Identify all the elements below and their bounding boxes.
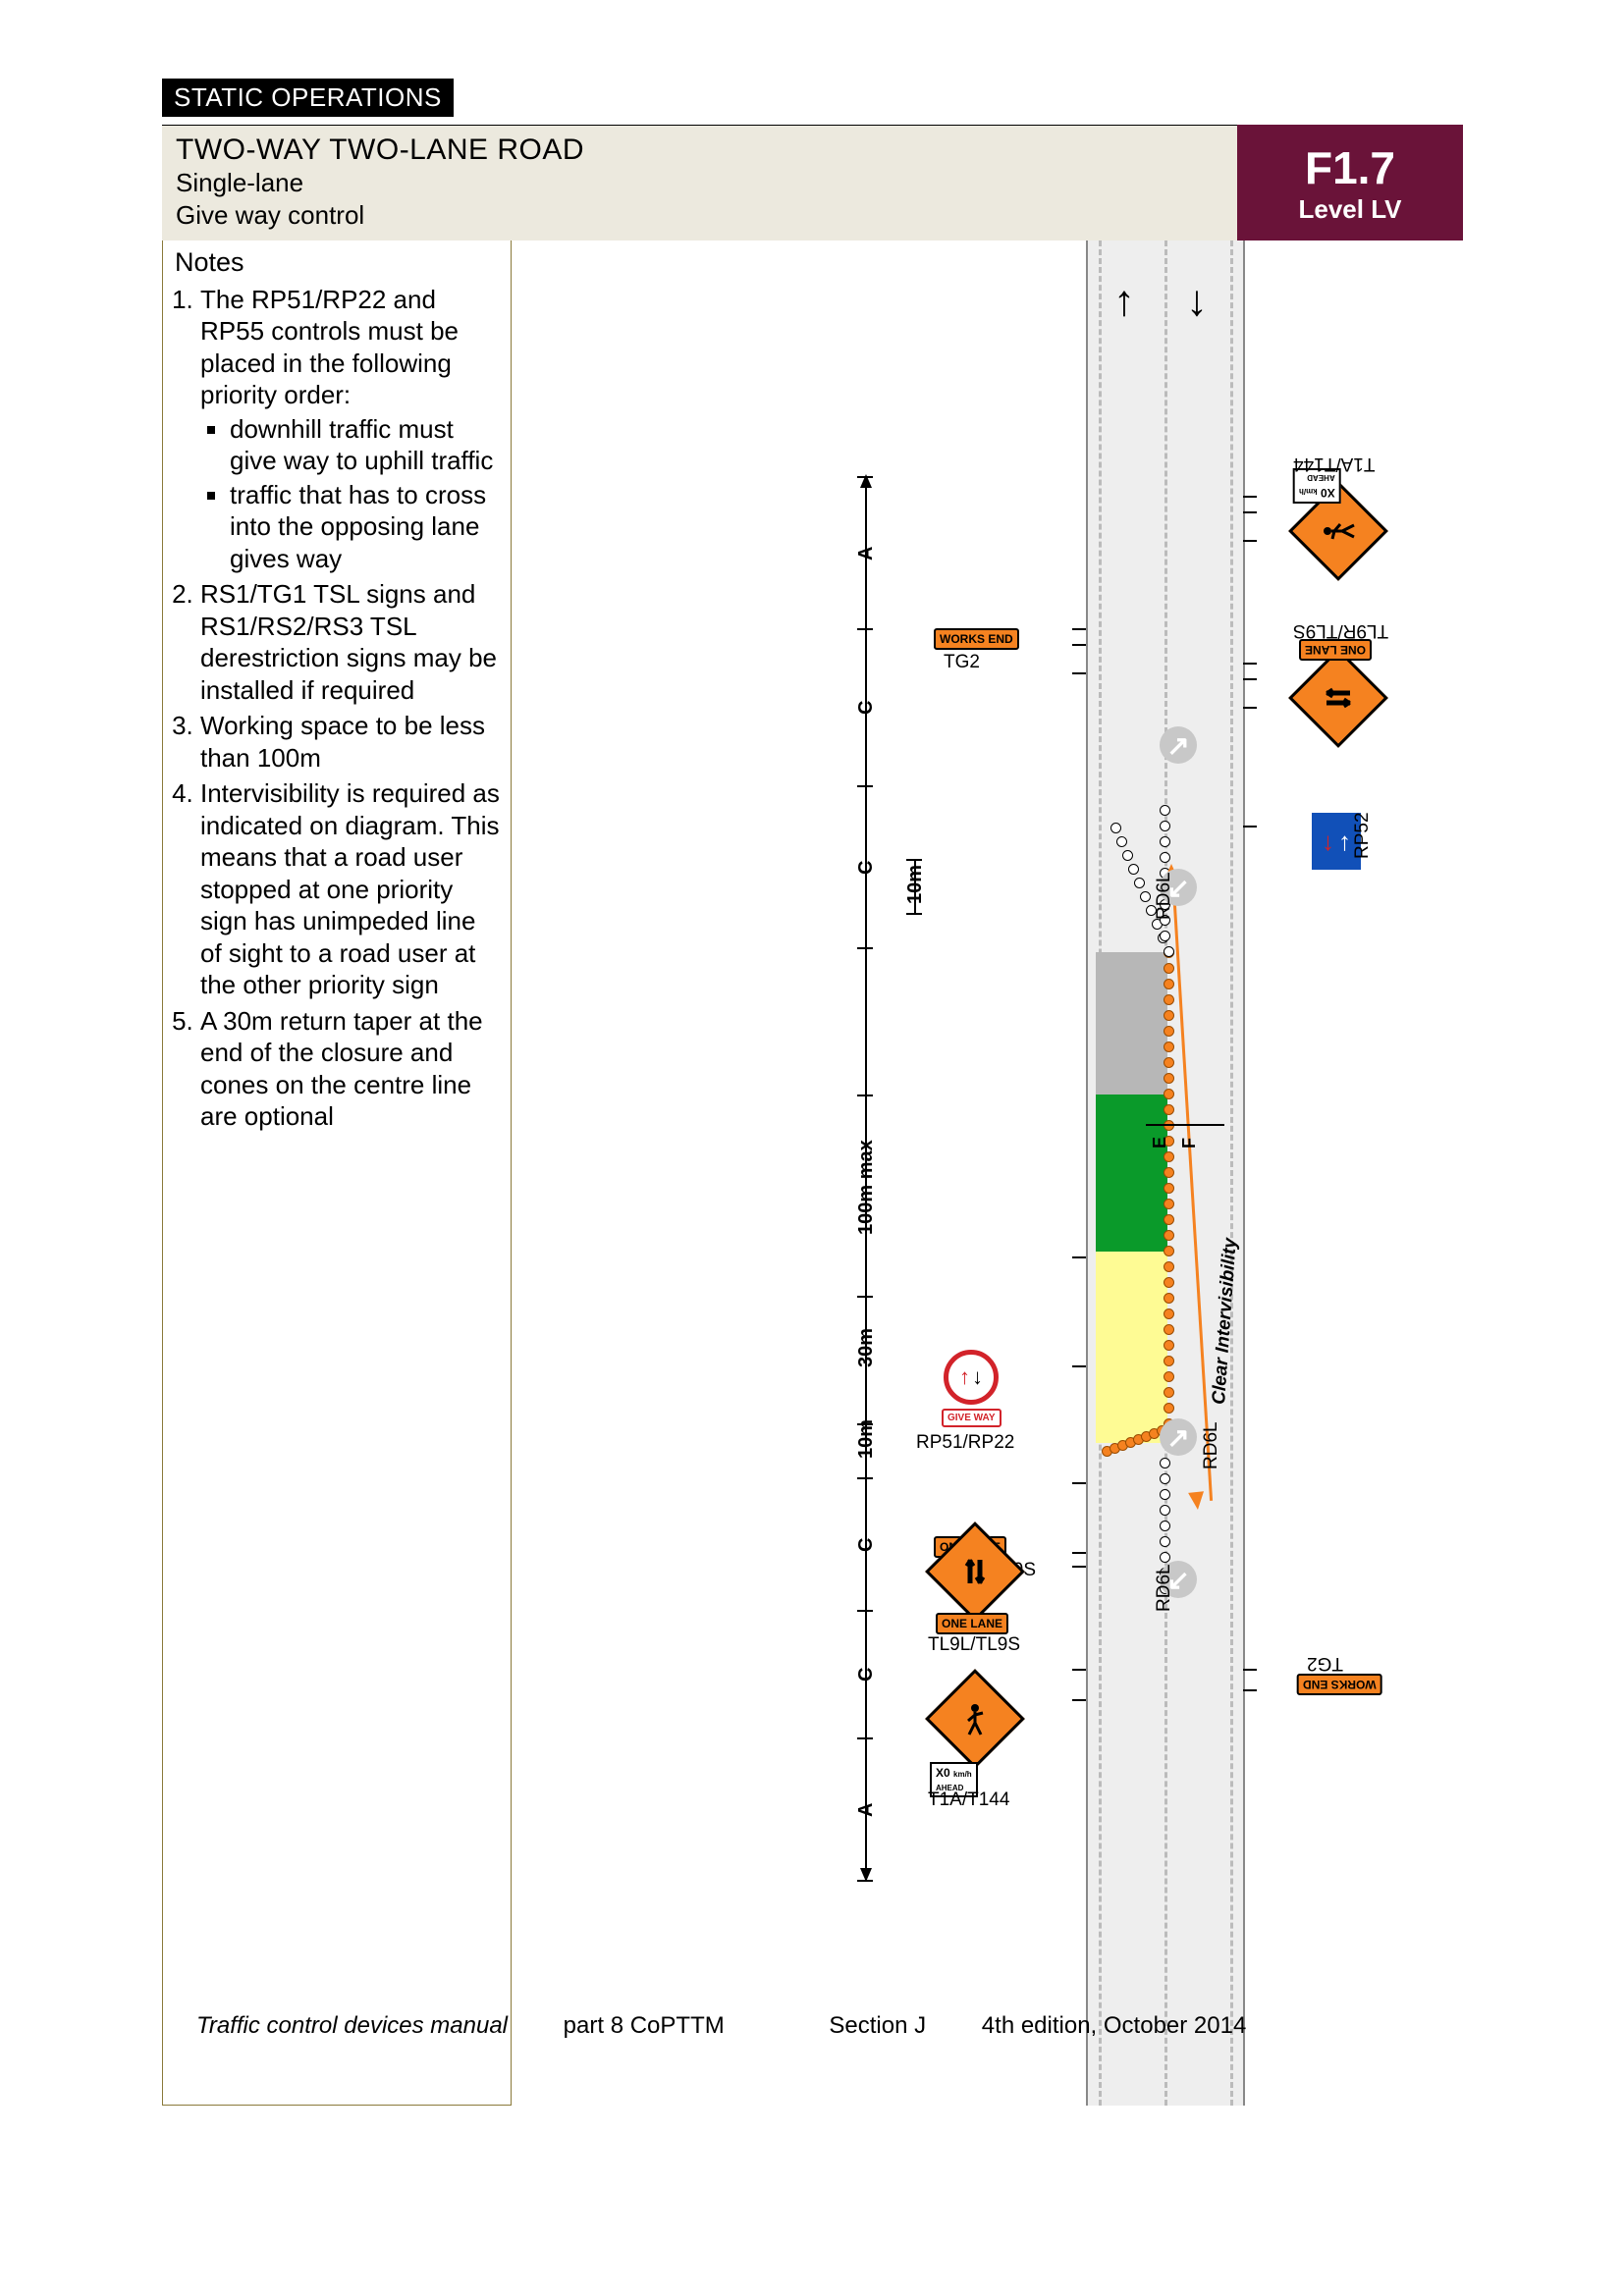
note-1a: downhill traffic must give way to uphill… xyxy=(230,413,501,477)
sign-code: TG2 xyxy=(944,652,980,673)
dim-label-A: A xyxy=(855,1802,878,1816)
rp51-sign: ↑↓ xyxy=(944,1350,999,1405)
code-badge: F1.7 Level LV xyxy=(1237,125,1463,240)
dim-F: F xyxy=(1179,1138,1200,1148)
diagram: ↑↓Clear IntervisibilityEF↗↙RD6L↗RD6L↙RD6… xyxy=(512,240,1463,2106)
dim-label-d30: 30m xyxy=(855,1328,878,1367)
rd6-disc: ↗ xyxy=(1160,726,1197,764)
badge-level: Level LV xyxy=(1237,194,1463,225)
sign-code: TL9L/TL9S xyxy=(928,1634,1020,1656)
dim-label-C: C xyxy=(855,1668,878,1682)
note-1b: traffic that has to cross into the oppos… xyxy=(230,479,501,575)
note-1-text: The RP51/RP22 and RP55 controls must be … xyxy=(200,285,459,410)
give-way-plate: GIVE WAY xyxy=(942,1409,1001,1427)
intervis-arrowhead-bot xyxy=(1188,1491,1206,1511)
notes-list: The RP51/RP22 and RP55 controls must be … xyxy=(175,284,501,1133)
note-3: Working space to be less than 100m xyxy=(200,710,501,774)
dim-E: E xyxy=(1150,1137,1170,1148)
footer-edition: 4th edition, October 2014 xyxy=(982,2012,1247,2039)
dim-label-d100: 100m max xyxy=(855,1140,878,1235)
rp51-label: RP51/RP22 xyxy=(916,1432,1014,1454)
footer-part: part 8 CoPTTM xyxy=(557,2012,725,2039)
notes-heading: Notes xyxy=(175,246,501,280)
sign-code: T1A/T144 xyxy=(928,1789,1009,1811)
header-left: TWO-WAY TWO-LANE ROAD Single-lane Give w… xyxy=(162,125,1237,240)
rd6-label: RD6L xyxy=(1154,1564,1175,1612)
rd6-label: RD6L xyxy=(1201,1421,1222,1469)
badge-code: F1.7 xyxy=(1237,141,1463,194)
sign-plate-flip: ONE LANE xyxy=(1299,639,1372,661)
sign-code-flip: TG2 xyxy=(1307,1652,1343,1674)
sign-plate: ONE LANE xyxy=(936,1613,1008,1634)
static-operations-tag: STATIC OPERATIONS xyxy=(162,79,454,117)
road-edge-left xyxy=(1086,240,1088,2106)
road-dash-right xyxy=(1230,240,1233,2106)
dim-label-C: C xyxy=(855,860,878,874)
sign-plate: WORKS END xyxy=(934,628,1019,650)
rd6-disc: ↗ xyxy=(1160,1418,1197,1456)
footer: Traffic control devices manual part 8 Co… xyxy=(196,2012,1295,2040)
note-2: RS1/TG1 TSL signs and RS1/RS2/RS3 TSL de… xyxy=(200,578,501,706)
dim-label-d10: 10m xyxy=(855,1418,878,1458)
upper-taper-grey xyxy=(1096,952,1167,1095)
page-title: TWO-WAY TWO-LANE ROAD xyxy=(176,133,1223,167)
road-edge-right xyxy=(1243,240,1245,2106)
subtitle-2: Give way control xyxy=(176,199,1223,232)
dim-label-C: C xyxy=(855,701,878,715)
note-1: The RP51/RP22 and RP55 controls must be … xyxy=(200,284,501,575)
subtitle-1: Single-lane xyxy=(176,167,1223,199)
footer-manual: Traffic control devices manual xyxy=(196,2012,508,2039)
sign-plate-flip: WORKS END xyxy=(1297,1674,1382,1695)
header-row: TWO-WAY TWO-LANE ROAD Single-lane Give w… xyxy=(162,125,1463,240)
footer-section: Section J xyxy=(829,2012,926,2039)
note-4: Intervisibility is required as indicated… xyxy=(200,777,501,1001)
rp52-label: RP52 xyxy=(1352,812,1374,859)
rd6-label: RD6L xyxy=(1154,872,1175,920)
sign-code-flip: T1A/T144 xyxy=(1293,453,1375,474)
content-row: Notes The RP51/RP22 and RP55 controls mu… xyxy=(162,240,1463,2106)
work-zone-green xyxy=(1096,1095,1167,1252)
traffic-arrow-up: ↑ xyxy=(1113,280,1135,323)
dim-10m-top: 10m xyxy=(904,864,927,903)
dim-label-A: A xyxy=(855,546,878,560)
traffic-arrow-down: ↓ xyxy=(1186,280,1208,323)
work-zone-yellow xyxy=(1096,1252,1167,1443)
notes-panel: Notes The RP51/RP22 and RP55 controls mu… xyxy=(163,240,512,2106)
sign-code-flip: TL9R/TL9S xyxy=(1293,619,1388,641)
dim-label-C: C xyxy=(855,1537,878,1551)
note-5: A 30m return taper at the end of the clo… xyxy=(200,1005,501,1133)
